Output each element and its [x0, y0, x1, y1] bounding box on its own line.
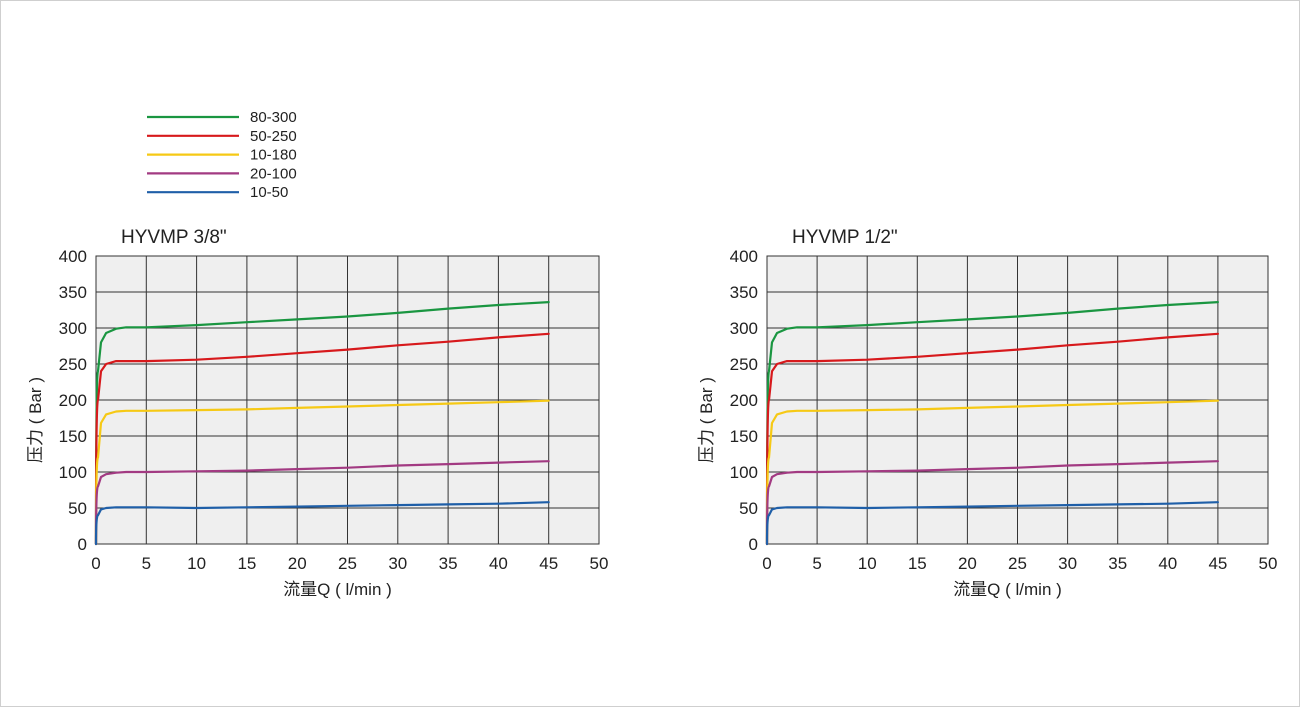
x-tick-label: 50	[590, 554, 609, 573]
x-tick-label: 15	[237, 554, 256, 573]
y-tick-label: 300	[730, 319, 758, 338]
y-tick-label: 400	[730, 247, 758, 266]
legend-label: 10-50	[250, 184, 288, 201]
chart-hyvmp-3-8: 0 5 10 15 20 25 30 35 40 45 50 0 50 100 150 200 250 300 35…	[26, 227, 608, 599]
series-group	[765, 301, 1219, 546]
y-axis-label: 压力 ( Bar )	[26, 377, 45, 463]
y-tick-label: 350	[59, 283, 87, 302]
legend-label: 50-250	[250, 128, 297, 145]
y-tick-label: 350	[730, 283, 758, 302]
x-tick-label: 15	[908, 554, 927, 573]
legend-label: 80-300	[250, 109, 297, 126]
series-line-10-50	[765, 501, 1219, 546]
x-tick-label: 30	[1058, 554, 1077, 573]
x-tick-label: 35	[439, 554, 458, 573]
x-tick-label: 5	[142, 554, 151, 573]
y-tick-label: 200	[59, 391, 87, 410]
y-tick-label: 400	[59, 247, 87, 266]
x-tick-label: 0	[91, 554, 100, 573]
x-tick-label: 50	[1259, 554, 1278, 573]
x-tick-label: 45	[1208, 554, 1227, 573]
y-tick-label: 50	[739, 499, 758, 518]
chart-title: HYVMP 3/8"	[121, 227, 227, 248]
x-tick-label: 45	[539, 554, 558, 573]
series-line-20-100	[765, 460, 1219, 546]
chart-title: HYVMP 1/2"	[792, 227, 898, 248]
y-tick-label: 0	[78, 535, 87, 554]
legend-item: 20-100	[147, 165, 297, 182]
legend-item: 80-300	[147, 109, 297, 126]
legend-item: 50-250	[147, 128, 297, 145]
y-tick-label: 200	[730, 391, 758, 410]
x-tick-label: 40	[1158, 554, 1177, 573]
y-tick-label: 0	[749, 535, 758, 554]
x-tick-label: 20	[958, 554, 977, 573]
x-axis-label: 流量Q ( l/min )	[283, 580, 392, 599]
legend-item: 10-50	[147, 184, 288, 201]
x-tick-label: 20	[288, 554, 307, 573]
x-tick-label: 40	[489, 554, 508, 573]
x-tick-label: 10	[858, 554, 877, 573]
y-axis-label: 压力 ( Bar )	[697, 377, 716, 463]
x-tick-label: 30	[388, 554, 407, 573]
legend-label: 10-180	[250, 147, 297, 164]
y-tick-label: 250	[730, 355, 758, 374]
legend-item: 10-180	[147, 147, 297, 164]
x-tick-label: 5	[812, 554, 821, 573]
y-tick-label: 250	[59, 355, 87, 374]
chart-hyvmp-1-2: 0 5 10 15 20 25 30 35 40 45 50 0 50 100 150 200 250 300 35…	[697, 227, 1277, 599]
x-axis-label: 流量Q ( l/min )	[953, 580, 1062, 599]
legend-label: 20-100	[250, 165, 297, 182]
x-tick-label: 0	[762, 554, 771, 573]
y-tick-label: 150	[59, 427, 87, 446]
series-line-20-100	[94, 460, 550, 546]
y-tick-label: 100	[59, 463, 87, 482]
y-tick-label: 100	[730, 463, 758, 482]
x-tick-label: 25	[338, 554, 357, 573]
series-group	[94, 301, 550, 546]
series-line-10-50	[94, 501, 550, 546]
y-tick-label: 50	[68, 499, 87, 518]
x-tick-label: 25	[1008, 554, 1027, 573]
x-tick-label: 10	[187, 554, 206, 573]
y-tick-label: 150	[730, 427, 758, 446]
y-tick-label: 300	[59, 319, 87, 338]
x-tick-label: 35	[1108, 554, 1127, 573]
